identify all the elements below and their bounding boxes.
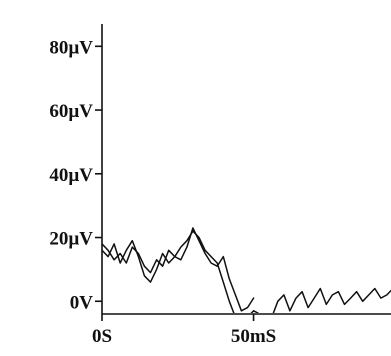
series-line-2: [102, 230, 391, 313]
y-tick-label: 20µV: [49, 229, 93, 250]
series-layer: [102, 227, 391, 313]
y-tick-label: 80µV: [49, 37, 93, 58]
series-line-1: [102, 227, 255, 312]
y-tick-label: 60µV: [49, 101, 93, 122]
tick-labels: 80µV 60µV 40µV 20µV 0V 0S 50mS: [49, 37, 276, 347]
axes: [95, 24, 391, 321]
x-tick-label: 0S: [92, 326, 112, 347]
y-tick-label: 0V: [70, 292, 94, 313]
x-tick-label: 50mS: [231, 326, 276, 347]
y-tick-label: 40µV: [49, 165, 93, 186]
